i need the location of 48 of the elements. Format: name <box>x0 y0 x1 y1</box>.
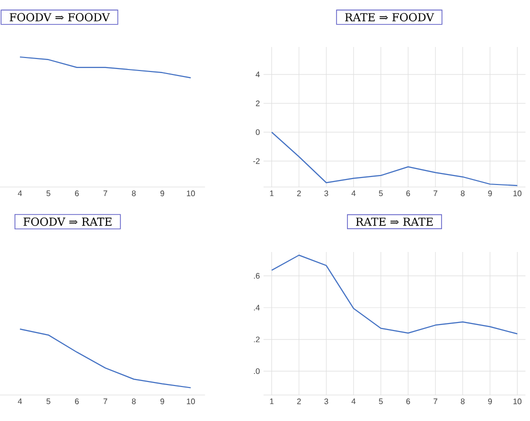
x-tick-label: 7 <box>434 190 438 196</box>
chart-title: RATE ⇒ FOODV <box>345 13 434 22</box>
chart-title: RATE ⇒ RATE <box>356 218 433 226</box>
x-tick-label: 2 <box>297 190 301 196</box>
x-tick-label: 3 <box>324 398 328 404</box>
x-tick-label: 9 <box>488 190 492 196</box>
x-tick-label: 8 <box>132 398 136 404</box>
x-tick-label: 7 <box>434 398 438 404</box>
y-tick-label: .2 <box>254 336 260 342</box>
chart-title: FOODV ⇒ FOODV <box>10 13 110 22</box>
x-tick-label: 10 <box>513 398 522 404</box>
x-tick-label: 2 <box>297 398 301 404</box>
x-tick-label: 3 <box>324 190 328 196</box>
x-tick-label: 6 <box>75 190 79 196</box>
x-tick-label: 5 <box>46 190 50 196</box>
x-tick-label: 10 <box>186 398 195 404</box>
line-series <box>271 254 518 334</box>
y-tick-label: 0 <box>256 129 260 135</box>
line-series <box>271 132 518 186</box>
x-tick-label: 5 <box>378 398 383 404</box>
y-tick-label: .6 <box>254 273 260 279</box>
x-tick-label: 6 <box>75 398 79 404</box>
y-tick-label: -2 <box>253 158 260 164</box>
x-tick-label: 1 <box>270 190 274 196</box>
y-tick-label: .0 <box>254 368 260 374</box>
x-tick-label: 6 <box>406 398 410 404</box>
x-tick-label: 9 <box>488 398 492 404</box>
y-tick-label: 4 <box>256 72 260 78</box>
x-tick-label: 10 <box>186 190 195 196</box>
x-tick-label: 10 <box>513 190 522 196</box>
x-tick-label: 4 <box>352 398 356 404</box>
x-tick-label: 6 <box>406 190 410 196</box>
x-tick-label: 1 <box>270 398 274 404</box>
x-tick-label: 8 <box>460 190 465 196</box>
y-tick-label: 2 <box>256 100 260 106</box>
x-tick-label: 4 <box>18 398 22 404</box>
x-tick-label: 7 <box>104 398 108 404</box>
x-tick-label: 8 <box>132 190 136 196</box>
x-tick-label: 5 <box>46 398 50 404</box>
x-tick-label: 4 <box>18 190 22 196</box>
x-tick-label: 4 <box>352 190 356 196</box>
y-tick-label: .4 <box>254 304 260 310</box>
x-tick-label: 9 <box>160 190 164 196</box>
x-tick-label: 5 <box>378 190 383 196</box>
x-tick-label: 9 <box>160 398 164 404</box>
chart-title: FOODV ⇒ RATE <box>24 218 112 226</box>
x-tick-label: 8 <box>460 398 465 404</box>
x-tick-label: 7 <box>104 190 108 196</box>
